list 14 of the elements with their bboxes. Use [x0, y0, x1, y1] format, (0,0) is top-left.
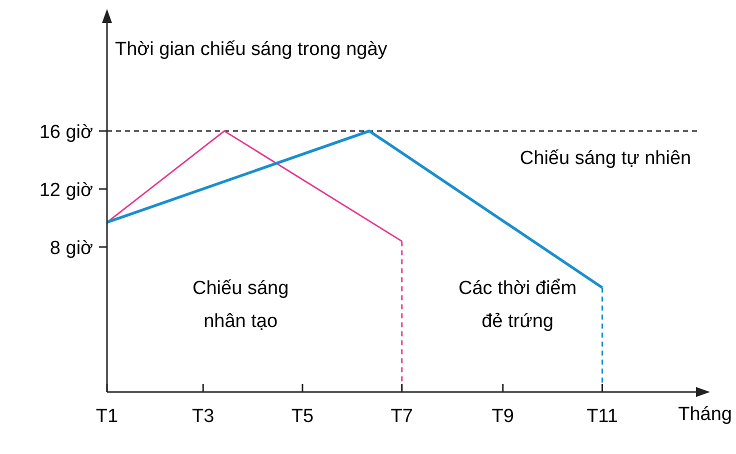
- annotation: Các thời điểm đẻ trứng: [458, 278, 577, 332]
- x-tick-label: T9: [492, 406, 514, 427]
- y-tick-label: 8 giờ: [50, 238, 93, 259]
- x-tick-label: T1: [96, 406, 118, 427]
- x-axis-title: Tháng: [678, 404, 732, 425]
- x-tick-label: T3: [192, 406, 214, 427]
- x-tick-label: T7: [390, 406, 413, 427]
- y-tick-label: 16 giờ: [39, 122, 93, 143]
- x-tick-label: T5: [291, 406, 314, 427]
- annotation: Chiếu sáng tự nhiên: [520, 148, 692, 170]
- y-tick-label: 12 giờ: [39, 180, 93, 201]
- annotation: Chiếu sáng nhân tạo: [192, 278, 289, 332]
- y-axis-title: Thời gian chiếu sáng trong ngày: [115, 39, 388, 60]
- x-tick-label: T11: [586, 406, 618, 427]
